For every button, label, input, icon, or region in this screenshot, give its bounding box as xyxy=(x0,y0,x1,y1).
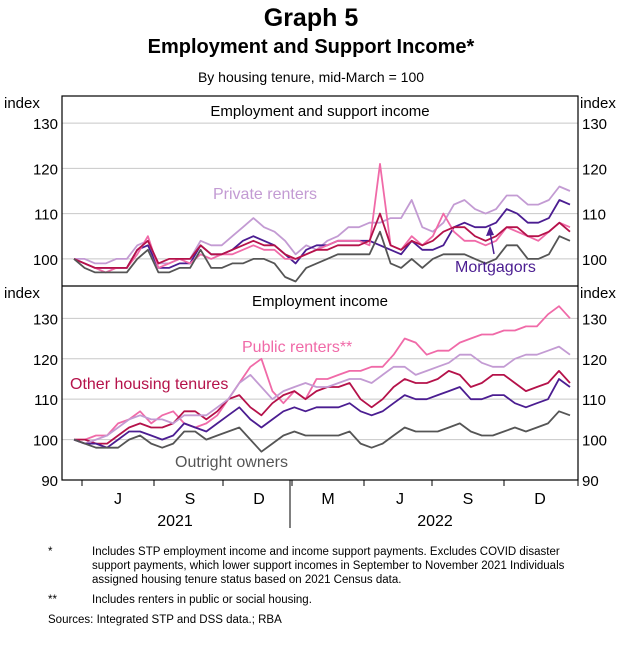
x-year-label-2021: 2021 xyxy=(157,513,193,530)
series-line-other-housing-tenures xyxy=(73,212,571,269)
footnote-1-text: Includes STP employment income and incom… xyxy=(92,546,565,586)
y-tick-right-130: 130 xyxy=(582,311,607,328)
sources: Sources: Integrated STP and DSS data.; R… xyxy=(48,614,282,626)
x-tick-label-0: J xyxy=(114,491,122,508)
series-label-other-housing-tenures: Other housing tenures xyxy=(70,376,228,393)
y-tick-left-130: 130 xyxy=(33,311,58,328)
series-line-other-housing-tenures xyxy=(74,369,571,445)
footnotes: * Includes STP employment income and inc… xyxy=(48,545,608,627)
x-tick-label-3: M xyxy=(321,491,334,508)
y-axis-label-right: index xyxy=(580,95,616,112)
series-line-public-renters xyxy=(74,305,571,441)
y-tick-right-120: 120 xyxy=(582,161,607,178)
panel-title: Employment income xyxy=(252,293,388,310)
y-tick-left-120: 120 xyxy=(33,352,58,369)
y-tick-right-100: 100 xyxy=(582,433,607,450)
y-tick-left-100: 100 xyxy=(33,433,58,450)
x-tick-label-2: D xyxy=(253,491,265,508)
graph-label: Graph 5 xyxy=(263,4,359,32)
x-tick-label-4: J xyxy=(396,491,404,508)
y-tick-right-110: 110 xyxy=(582,392,606,409)
y-axis-label-left: index xyxy=(4,95,40,112)
series-label-public-renters: Public renters** xyxy=(242,339,352,356)
y-tick-left-90: 90 xyxy=(41,473,58,490)
y-tick-right-100: 100 xyxy=(582,252,607,269)
x-tick-label-5: S xyxy=(463,491,474,508)
mortgagors-arrow-head xyxy=(486,226,494,236)
y-tick-left-110: 110 xyxy=(34,207,58,224)
series-line-outright-owners xyxy=(73,410,571,453)
y-tick-left-100: 100 xyxy=(33,252,58,269)
panel-title: Employment and support income xyxy=(210,103,429,120)
y-tick-right-90: 90 xyxy=(582,473,599,490)
footnote-1: * Includes STP employment income and inc… xyxy=(48,545,608,587)
y-tick-left-120: 120 xyxy=(33,161,58,178)
chart-frame xyxy=(61,95,579,481)
y-tick-left-130: 130 xyxy=(33,116,58,133)
footnote-2: ** Includes renters in public or social … xyxy=(48,593,608,607)
series-label-mortgagors: Mortgagors xyxy=(455,259,536,276)
chart-svg: 100 100 110 110 120 120 130 130 index index Employ… xyxy=(4,95,616,530)
chart-title: Employment and Support Income* xyxy=(147,36,475,58)
series-line-outright-owners xyxy=(73,230,571,283)
x-tick-label-1: S xyxy=(185,491,196,508)
y-tick-left-110: 110 xyxy=(34,392,58,409)
y-axis-label-right: index xyxy=(580,285,616,302)
y-axis-label-left: index xyxy=(4,285,40,302)
footnote-1-mark: * xyxy=(48,546,53,558)
footnote-2-mark: ** xyxy=(48,594,57,606)
series-line-mortgagors xyxy=(73,378,571,449)
series-line-private-renters xyxy=(73,345,571,445)
y-tick-right-120: 120 xyxy=(582,352,607,369)
series-label-private-renters: Private renters xyxy=(213,186,317,203)
y-tick-right-130: 130 xyxy=(582,116,607,133)
y-tick-right-110: 110 xyxy=(582,207,606,224)
chart-subtitle: By housing tenure, mid-March = 100 xyxy=(197,69,425,85)
series-label-outright-owners: Outright owners xyxy=(175,454,288,471)
series-line-public-renters xyxy=(73,162,571,274)
x-tick-label-6: D xyxy=(534,491,546,508)
footnote-2-text: Includes renters in public or social hou… xyxy=(92,594,312,606)
mortgagors-arrow-line xyxy=(489,231,495,255)
x-year-label-2022: 2022 xyxy=(417,513,453,530)
